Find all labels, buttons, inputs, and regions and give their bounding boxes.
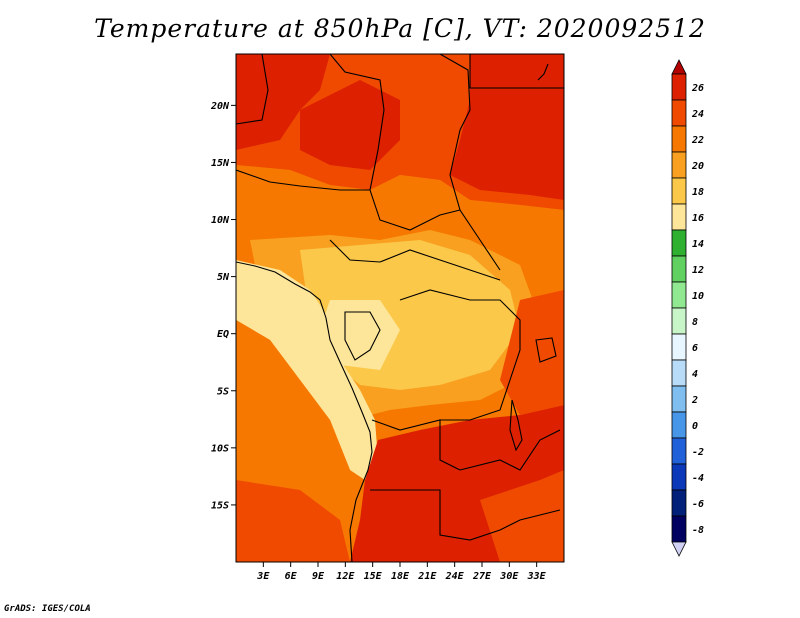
colorbar-swatch [671, 359, 687, 387]
lon-tick-label: 3E [256, 571, 270, 582]
colorbar-swatch [671, 307, 687, 335]
temperature-field [236, 54, 564, 562]
border-south-2 [459, 429, 561, 471]
colorbar-label: 0 [692, 421, 698, 432]
lake-2 [535, 337, 557, 363]
colorbar-label: 2 [691, 395, 698, 406]
region-north-mid [300, 80, 400, 170]
colorbar-label: 18 [692, 187, 704, 198]
colorbar-swatch [671, 255, 687, 283]
lon-tick-label: 21E [417, 571, 437, 582]
colorbar-label: -2 [692, 447, 704, 458]
border-drc-1 [399, 289, 521, 421]
colorbar-label: 8 [692, 317, 698, 328]
lat-tick-label: EQ [217, 329, 229, 340]
colorbar-label: 14 [692, 239, 704, 250]
colorbar-swatch [671, 151, 687, 179]
region-north-core [236, 54, 330, 150]
border-south-1 [370, 489, 561, 541]
colorbar-swatch [671, 73, 687, 101]
colorbar-label: -6 [692, 499, 704, 510]
colorbar-top-arrow [671, 59, 687, 75]
border-mid-2 [369, 189, 461, 231]
lon-tick-label: 27E [472, 571, 492, 582]
border-mid-1 [236, 169, 370, 191]
region-coast [236, 260, 378, 480]
colorbar-label: 26 [691, 83, 704, 94]
lon-tick-label: 18E [391, 571, 410, 582]
colorbar-swatch [671, 333, 687, 361]
colorbar-swatch [671, 229, 687, 257]
border-congo [344, 311, 381, 361]
colorbar-label: -4 [692, 473, 704, 484]
lat-tick-label: 5S [217, 386, 229, 397]
colorbar-bottom-arrow [671, 541, 687, 557]
colorbar-swatch [671, 489, 687, 517]
lon-tick-label: 24E [445, 571, 465, 582]
lon-tick-label: 30E [499, 571, 519, 582]
colorbar-label: 22 [691, 135, 704, 146]
colorbar-swatch [671, 99, 687, 127]
lon-tick-label: 9E [312, 571, 325, 582]
border-east-1 [469, 54, 564, 89]
colorbar-label: 4 [692, 369, 698, 380]
coastline-west [236, 261, 373, 562]
lat-tick-label: 10S [211, 443, 229, 454]
lat-tick-label: 10N [211, 215, 230, 226]
colorbar-swatch [671, 125, 687, 153]
colorbar-label: 10 [692, 291, 704, 302]
region-congo [320, 300, 400, 370]
colorbar-label: 16 [692, 213, 704, 224]
colorbar-label: 12 [692, 265, 704, 276]
lon-tick-label: 12E [336, 571, 355, 582]
colorbar-label: 20 [691, 161, 704, 172]
coast-east [537, 63, 549, 81]
credit-label: GrADS: IGES/COLA [4, 604, 91, 614]
colorbar-swatch [671, 437, 687, 465]
colorbar-swatch [671, 515, 687, 543]
border-north-3 [439, 54, 501, 271]
colorbar-label: 24 [691, 109, 704, 120]
border-drc-2 [371, 419, 461, 471]
lat-tick-label: 20N [210, 101, 230, 112]
colorbar-swatch [671, 177, 687, 205]
lon-axis: 3E 6E 9E 12E 15E 18E 21E 24E 27E 30E 33E [256, 562, 547, 582]
region-east-warm [500, 290, 564, 415]
lon-tick-label: 33E [527, 571, 547, 582]
lon-tick-label: 6E [285, 571, 298, 582]
border-mid-3 [329, 239, 501, 281]
colorbar-label: 6 [692, 343, 698, 354]
colorbar-swatch [671, 463, 687, 491]
border-north-2 [329, 54, 385, 191]
border-north-1 [236, 54, 269, 125]
colorbar-swatch [671, 203, 687, 231]
colorbar-swatch [671, 281, 687, 309]
colorbar-swatch [671, 385, 687, 413]
region-southwest-hot [236, 480, 350, 562]
map-title: Temperature at 850hPa [C], VT: 202009251… [94, 14, 706, 43]
region-southeast-orange [480, 470, 564, 562]
lon-tick-label: 15E [364, 571, 383, 582]
region-northeast-core [450, 54, 564, 200]
lat-tick-label: 5N [217, 272, 230, 283]
lat-tick-label: 15S [211, 500, 229, 511]
coastlines-and-borders [236, 54, 564, 562]
colorbar-swatch [671, 411, 687, 439]
lat-axis: 20N 15N 10N 5N EQ 5S 10S 15S [210, 101, 236, 511]
colorbar-label: -8 [692, 525, 704, 536]
lake-1 [509, 399, 523, 452]
lat-tick-label: 15N [211, 158, 230, 169]
